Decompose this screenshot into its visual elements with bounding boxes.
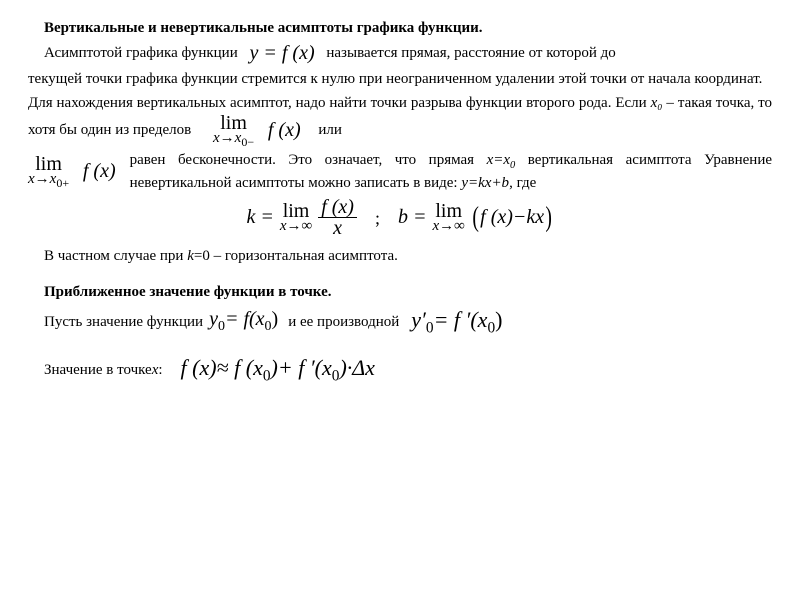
def-line2: текущей точки графика функции стремится … bbox=[28, 69, 772, 89]
colon: : bbox=[158, 360, 162, 380]
line1-mid: и ее производной bbox=[288, 312, 399, 332]
x0-1: x₀ bbox=[651, 95, 663, 111]
heading-asymptotes: Вертикальные и невертикальные асимптоты … bbox=[28, 18, 772, 38]
line6-pre: В частном случае при bbox=[44, 248, 187, 264]
b-inner: f (x)−kx bbox=[480, 204, 544, 231]
limk: lim x→∞ bbox=[280, 201, 312, 234]
kb-formula-row: k = lim x→∞ f (x) x ; b = lim x→∞ ( f (x… bbox=[28, 197, 772, 238]
yp-sub1: 0 bbox=[426, 319, 434, 336]
frac-num: f (x) bbox=[318, 197, 357, 218]
heading-approx: Приближенное значение функции в точке. bbox=[28, 282, 772, 302]
line3-post: или bbox=[318, 122, 342, 138]
intro-post: называется прямая, расстояние от которой… bbox=[326, 45, 615, 61]
approx-line: Значение в точке x: f (x)≈ f (x0)+ f ′(x… bbox=[28, 353, 772, 387]
lim1-subsub: 0− bbox=[241, 135, 254, 149]
line4b: вертикальная bbox=[515, 152, 613, 168]
yp-sub2: 0 bbox=[487, 319, 495, 336]
approx-sub1: 0 bbox=[263, 367, 271, 384]
xeq: x=x bbox=[487, 152, 510, 168]
yp-close: ) bbox=[495, 307, 502, 332]
approx-r: )·Δx bbox=[339, 355, 375, 380]
k-eq: k = bbox=[246, 204, 273, 231]
lim2: lim x→x0+ bbox=[28, 154, 69, 189]
kb-sep: ; bbox=[375, 206, 380, 230]
lim2-sub: x→x bbox=[28, 171, 56, 187]
formula-y-fx-text: y = f (x) bbox=[249, 42, 314, 64]
lim1: lim x→x0− bbox=[213, 113, 254, 148]
y0-sub2: 0 bbox=[265, 319, 272, 334]
y0-close: ) bbox=[272, 308, 279, 330]
approx-m: )+ f ′(x bbox=[271, 355, 332, 380]
limk-bot: x→∞ bbox=[280, 219, 312, 234]
paren-l-icon: ( bbox=[472, 199, 479, 237]
frac-den: x bbox=[318, 218, 357, 238]
intro-line: Асимптотой графика функции y = f (x) наз… bbox=[28, 40, 772, 67]
let-line: Пусть значение функции y0= f(x0) и ее пр… bbox=[28, 305, 772, 339]
yp-r: = f ′(x bbox=[434, 307, 488, 332]
limit-block-2: lim x→x0+ f (x) bbox=[28, 154, 116, 189]
x-var: x bbox=[152, 360, 159, 380]
section-approx: Приближенное значение функции в точке. П… bbox=[28, 282, 772, 387]
y0-sub1: 0 bbox=[218, 319, 225, 334]
limb-bot: x→∞ bbox=[432, 219, 464, 234]
intro-pre: Асимптотой графика функции bbox=[28, 45, 238, 61]
lim1-bot: x→x0− bbox=[213, 131, 254, 148]
formula-yp0: y′0= f ′(x0) bbox=[411, 305, 502, 339]
paren-r-icon: ) bbox=[546, 199, 553, 237]
formula-y0: y0= f(x0) bbox=[209, 306, 278, 337]
b-eq: b = bbox=[398, 204, 427, 231]
y0-r: = f(x bbox=[225, 308, 265, 330]
lim1-fx: f (x) bbox=[268, 117, 301, 144]
section-gap bbox=[28, 268, 772, 282]
limit-block-1: lim x→x0− f (x) bbox=[213, 113, 301, 148]
line4a: равен бесконечности. Это означает, что п… bbox=[130, 152, 487, 168]
find-vert-line: Для нахождения вертикальных асимптот, на… bbox=[28, 93, 772, 148]
lim1-sub: x→x bbox=[213, 130, 241, 146]
lim2-fx: f (x) bbox=[83, 158, 116, 185]
frac-fx-x: f (x) x bbox=[318, 197, 357, 238]
lim2-bot: x→x0+ bbox=[28, 172, 69, 189]
yp-l: y′ bbox=[411, 307, 426, 332]
line3-pre: Для нахождения вертикальных асимптот, на… bbox=[28, 95, 651, 111]
keq0: k bbox=[187, 248, 194, 264]
line2-pre: Значение в точке bbox=[44, 360, 152, 380]
limb: lim x→∞ bbox=[432, 201, 464, 234]
section-asymptotes: Вертикальные и невертикальные асимптоты … bbox=[28, 18, 772, 266]
approx-l: f (x)≈ f (x bbox=[181, 355, 263, 380]
line1-pre: Пусть значение функции bbox=[44, 312, 203, 332]
line4-block: равен бесконечности. Это означает, что п… bbox=[130, 150, 772, 193]
y0-l: y bbox=[209, 308, 218, 330]
lim2-row: lim x→x0+ f (x) равен бесконечности. Это… bbox=[28, 150, 772, 193]
formula-approx: f (x)≈ f (x0)+ f ′(x0)·Δx bbox=[181, 353, 375, 387]
lim2-subsub: 0+ bbox=[56, 176, 69, 190]
gde: , где bbox=[509, 175, 536, 191]
line6-post: =0 – горизонтальная асимптота. bbox=[194, 248, 398, 264]
formula-y-fx: y = f (x) bbox=[249, 40, 314, 67]
horiz-asymptote-line: В частном случае при k=0 – горизонтальна… bbox=[28, 246, 772, 266]
ykxb: y=kx+b bbox=[461, 175, 509, 191]
